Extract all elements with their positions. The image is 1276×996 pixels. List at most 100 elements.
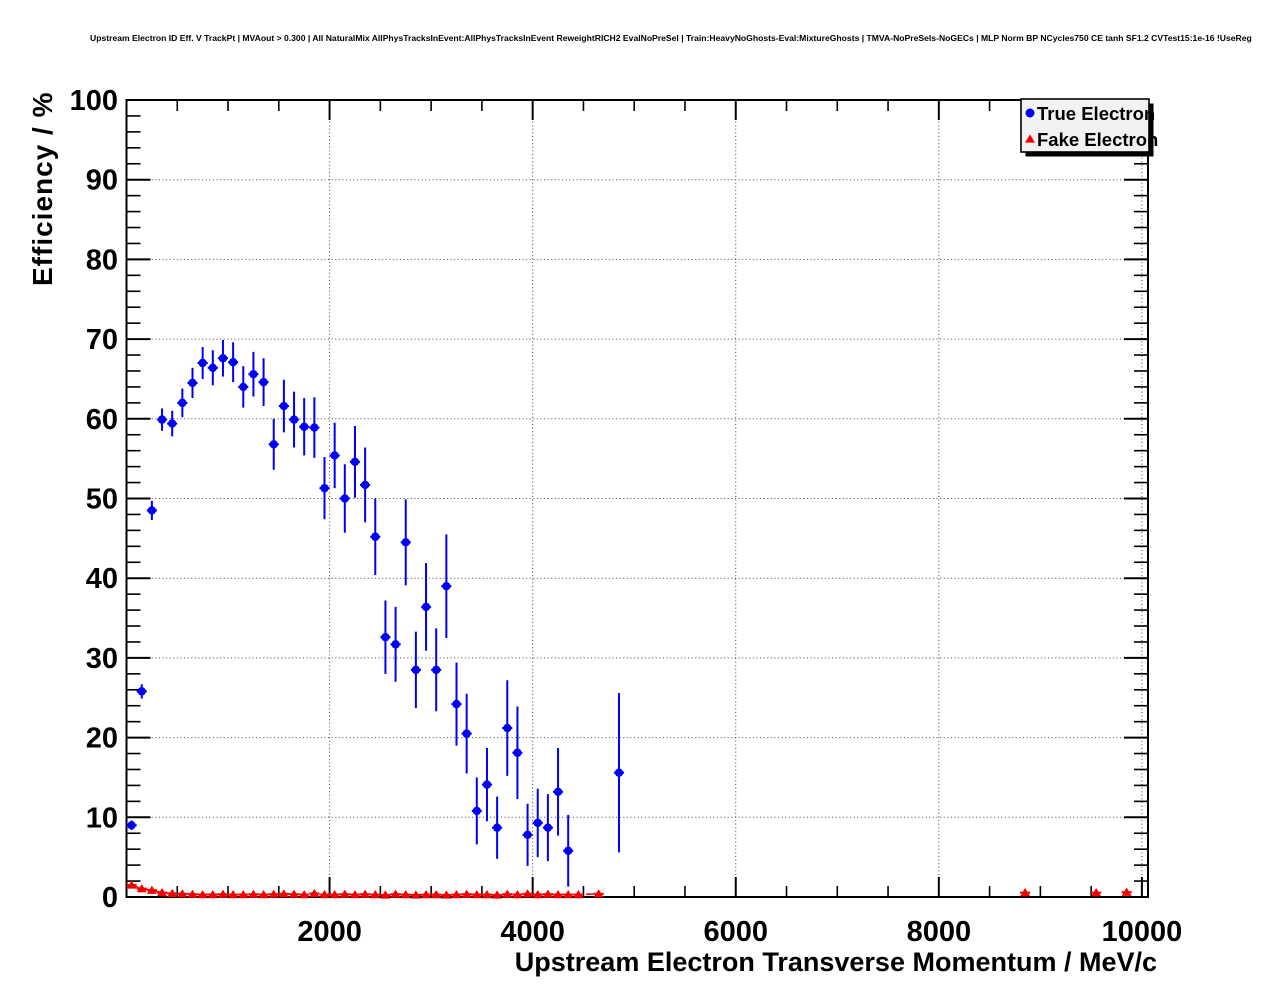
true-electron-marker: [564, 846, 573, 855]
y-tick-label: 50: [86, 484, 118, 516]
fake-electron-marker: [542, 889, 553, 898]
true-electron-marker: [259, 377, 268, 387]
data-point: [126, 880, 137, 889]
data-point: [542, 889, 553, 898]
y-tick-label: 30: [86, 643, 118, 675]
data-point: [339, 464, 350, 533]
true-electron-marker: [543, 823, 553, 832]
data-point: [532, 890, 543, 899]
data-point: [563, 890, 574, 899]
fake-electron-marker: [228, 890, 239, 899]
fake-electron-marker: [299, 890, 310, 899]
fake-electron-marker: [421, 890, 432, 899]
data-point: [349, 890, 361, 899]
legend-marker-triangle: [1025, 134, 1035, 143]
legend-entry-label: True Electron: [1037, 103, 1155, 124]
fake-electron-marker: [146, 885, 157, 894]
true-electron-marker: [411, 665, 421, 675]
true-electron-marker: [401, 538, 410, 547]
series-layer: [126, 339, 1132, 899]
data-point: [299, 398, 310, 456]
data-point: [441, 890, 452, 899]
y-tick-label: 0: [102, 882, 118, 914]
fake-electron-marker: [187, 889, 198, 898]
data-point: [451, 662, 462, 746]
true-electron-marker: [157, 415, 167, 424]
legend-marker-circle: [1025, 108, 1035, 118]
fake-electron-marker: [258, 890, 269, 899]
data-point: [167, 410, 178, 437]
data-point: [481, 747, 493, 822]
data-point: [299, 890, 310, 899]
true-electron-marker: [178, 398, 187, 408]
data-point: [177, 889, 188, 898]
true-electron-marker: [391, 640, 400, 649]
fake-electron-marker: [461, 889, 472, 898]
true-electron-marker: [350, 457, 360, 467]
grid-layer: [126, 100, 1148, 897]
data-point: [492, 796, 503, 859]
true-electron-marker: [360, 480, 370, 490]
data-point: [542, 794, 553, 862]
data-point: [380, 600, 391, 674]
true-electron-marker: [208, 363, 218, 372]
true-electron-marker: [492, 823, 502, 832]
data-point: [502, 889, 513, 898]
true-electron-marker: [137, 687, 146, 696]
fake-electron-marker: [390, 889, 401, 898]
fake-electron-marker: [167, 888, 178, 898]
data-point: [136, 684, 147, 699]
x-tick-label: 8000: [907, 916, 972, 948]
data-point: [512, 706, 523, 799]
data-point: [238, 890, 249, 899]
data-point: [248, 889, 259, 898]
data-point: [238, 366, 249, 408]
fake-electron-marker: [593, 889, 604, 898]
fake-electron-marker: [400, 890, 411, 899]
data-point: [410, 890, 421, 899]
x-tick-label: 6000: [703, 916, 768, 948]
data-point: [461, 693, 472, 774]
fake-electron-marker: [360, 889, 371, 898]
data-point: [390, 889, 401, 898]
true-electron-marker: [167, 419, 177, 428]
true-electron-marker: [127, 821, 136, 830]
data-point: [309, 397, 320, 458]
legend: True Electron Fake Electron: [1020, 98, 1158, 157]
data-point: [370, 890, 381, 899]
data-point: [431, 890, 442, 899]
true-electron-marker: [279, 401, 289, 411]
fake-electron-marker: [532, 890, 543, 899]
true-electron-marker: [462, 729, 471, 738]
true-electron-marker: [249, 369, 258, 379]
fake-electron-marker: [553, 890, 564, 899]
fake-electron-marker: [207, 890, 218, 899]
fake-electron-marker: [481, 890, 492, 899]
data-point: [522, 889, 533, 898]
data-point: [278, 889, 289, 898]
data-point: [156, 888, 168, 897]
fake-electron-marker: [512, 890, 523, 899]
true-electron-marker: [452, 699, 461, 709]
data-point: [197, 347, 208, 379]
fake-electron-marker: [370, 890, 381, 899]
true-electron-marker: [421, 602, 431, 612]
fake-electron-marker: [126, 880, 137, 889]
true-electron-marker: [218, 354, 228, 363]
fake-electron-marker: [441, 890, 452, 899]
data-point: [329, 890, 340, 899]
data-point: [471, 890, 482, 899]
fake-electron-marker: [177, 889, 188, 898]
data-point: [492, 890, 503, 899]
data-point: [400, 890, 411, 899]
fake-electron-marker: [278, 889, 289, 898]
y-tick-label: 60: [86, 404, 118, 436]
fake-electron-marker: [1091, 888, 1102, 897]
data-point: [552, 890, 564, 899]
data-point: [177, 388, 188, 418]
true-electron-marker: [239, 382, 248, 392]
data-point: [532, 788, 543, 858]
true-electron-marker: [533, 818, 542, 828]
true-electron-marker: [228, 358, 238, 367]
